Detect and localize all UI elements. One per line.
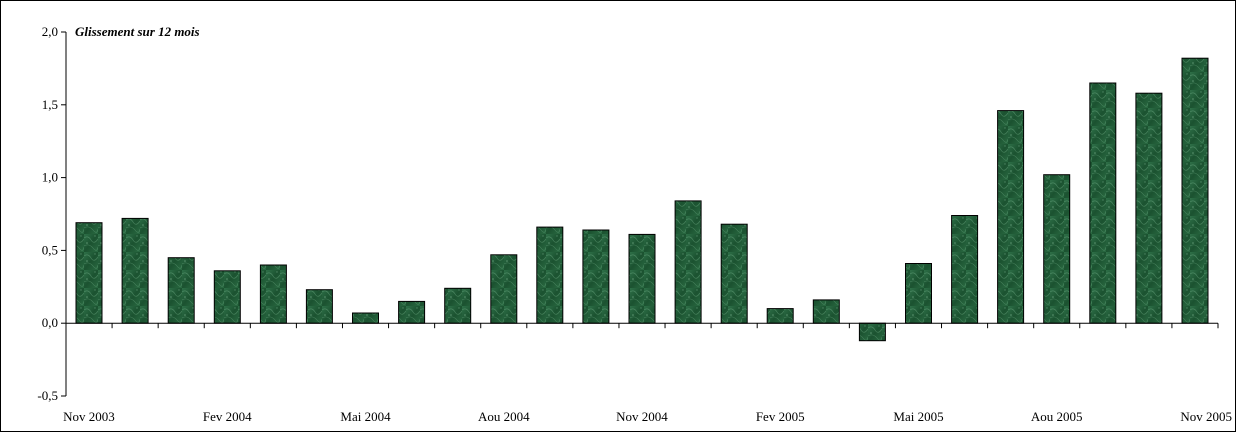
bar: [398, 300, 426, 324]
bar: [1089, 82, 1117, 324]
bar-series: [75, 57, 1209, 342]
bar: [1135, 92, 1163, 324]
x-tick-label: Aou 2005: [1031, 409, 1083, 424]
x-tick-label: Aou 2004: [478, 409, 530, 424]
x-axis: Nov 2003 Fev 2004 Mai 2004 Aou 2004 Nov 2004…: [63, 322, 1232, 424]
x-tick-label: Fev 2005: [756, 409, 805, 424]
bar: [905, 263, 932, 324]
y-tick-label: 2,0: [42, 24, 58, 39]
y-axis: -0,5 0,0 0,5 1,0 1,5 2,0: [37, 24, 67, 403]
x-tick-label: Nov 2003: [63, 409, 115, 424]
y-tick-label: 1,0: [42, 170, 58, 185]
bar: [490, 254, 518, 324]
bar: [674, 200, 702, 324]
chart-title: Glissement sur 12 mois: [75, 24, 200, 39]
bar: [766, 308, 794, 324]
bar: [352, 312, 379, 324]
y-tick-label: 0,0: [42, 315, 58, 330]
x-tick-label: Mai 2005: [893, 409, 943, 424]
bar: [167, 257, 195, 324]
bar: [536, 226, 564, 324]
x-tick-label: Nov 2005: [1180, 409, 1232, 424]
bar: [951, 215, 979, 324]
x-tick-label: Nov 2004: [616, 409, 668, 424]
bar: [259, 264, 287, 324]
bar: [997, 110, 1025, 324]
y-tick-label: 0,5: [42, 242, 58, 257]
bar: [628, 233, 656, 324]
bar: [305, 289, 333, 324]
bar: [213, 270, 241, 324]
bar: [812, 299, 840, 324]
bar: [1181, 57, 1209, 324]
bar: [121, 217, 149, 324]
bar: [720, 223, 748, 324]
x-tick-label: Mai 2004: [340, 409, 391, 424]
bar: [858, 322, 886, 342]
bar: [1043, 174, 1071, 324]
bar: [75, 222, 103, 324]
x-tick-label: Fev 2004: [203, 409, 252, 424]
y-tick-label: 1,5: [42, 97, 58, 112]
bar: [444, 287, 472, 324]
bar: [582, 229, 610, 324]
y-tick-label: -0,5: [37, 388, 58, 403]
